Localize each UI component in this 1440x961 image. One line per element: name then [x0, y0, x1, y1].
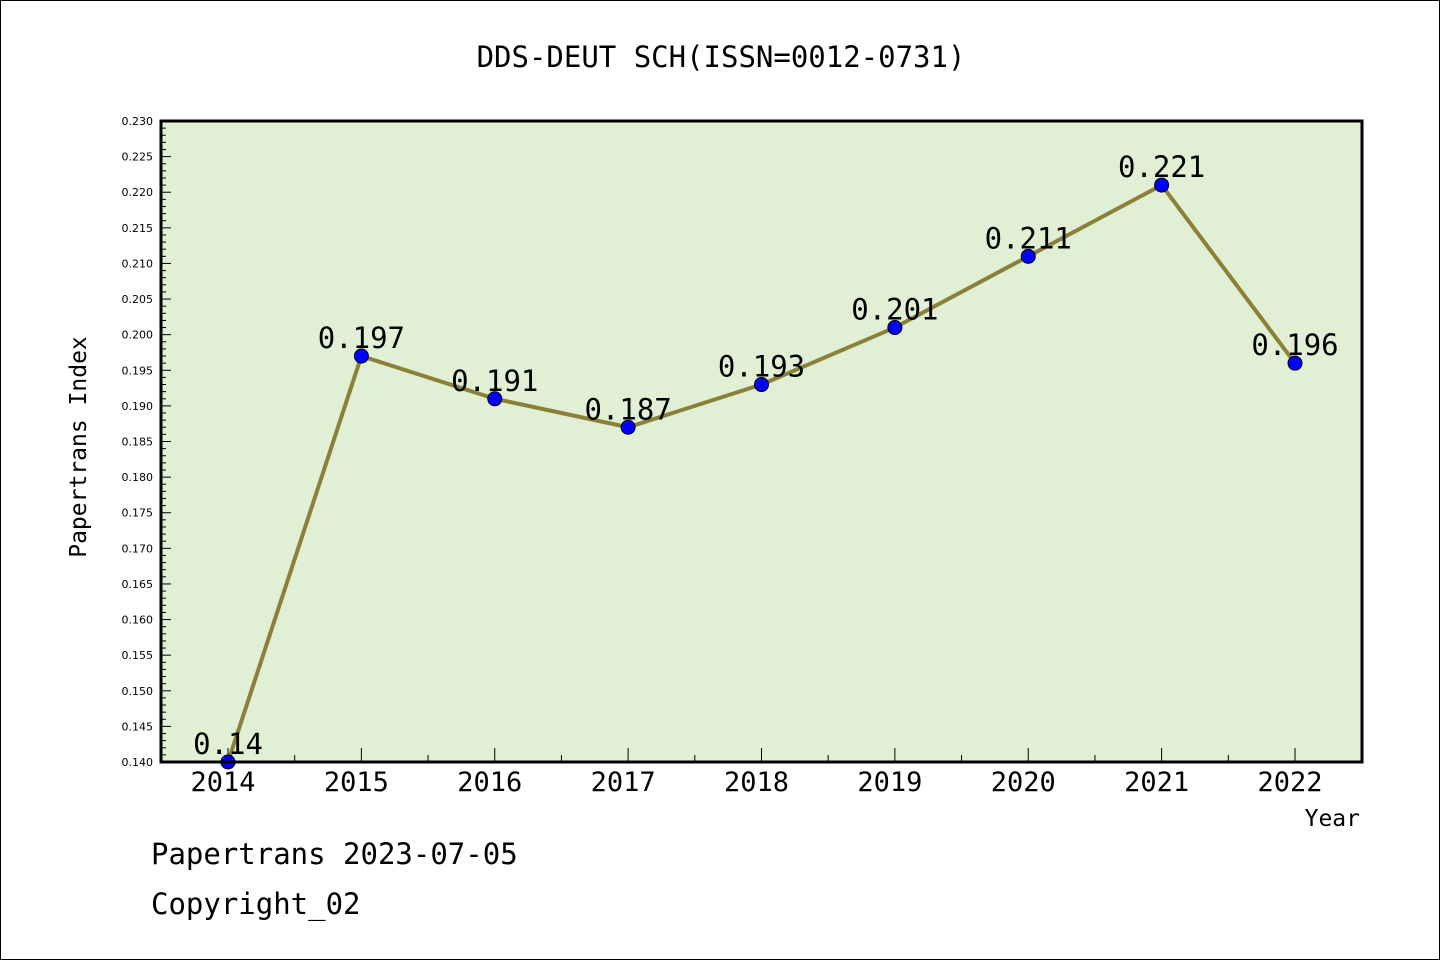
- data-label: 0.197: [318, 321, 405, 355]
- y-tick-label: 0.205: [122, 293, 154, 306]
- plot-border: [159, 119, 1364, 764]
- data-labels: 0.14 0.197 0.191 0.187 0.193 0.201 0.211 0.221 0…: [193, 150, 1339, 761]
- y-tick-label: 0.165: [122, 578, 154, 591]
- y-tick-label: 0.190: [122, 400, 154, 413]
- y-tick-label: 0.170: [122, 542, 154, 555]
- x-tick-label: 2018: [724, 767, 789, 798]
- y-axis-label: Papertrans Index: [66, 336, 92, 558]
- data-label: 0.201: [851, 293, 938, 327]
- x-tick-label: 2016: [457, 767, 522, 798]
- y-tick-label: 0.175: [122, 507, 154, 520]
- y-tick-label: 0.180: [122, 471, 154, 484]
- data-label: 0.14: [193, 727, 263, 761]
- data-point: [353, 348, 369, 364]
- x-tick-label: 2022: [1257, 767, 1322, 798]
- plot-area: [161, 121, 1362, 762]
- x-tick-label: 2015: [324, 767, 389, 798]
- data-label: 0.196: [1251, 328, 1338, 362]
- y-tick-label: 0.150: [122, 685, 154, 698]
- y-tick-label: 0.200: [122, 329, 154, 342]
- y-tick-label: 0.140: [122, 756, 154, 769]
- y-tick-label: 0.145: [122, 720, 154, 733]
- y-axis: 0.140 0.145 0.150 0.155 0.160 0.165 0.170 0.175…: [122, 115, 171, 769]
- data-label: 0.193: [718, 350, 805, 384]
- x-tick-label: 2020: [991, 767, 1056, 798]
- data-label: 0.211: [985, 221, 1072, 255]
- y-tick-label: 0.210: [122, 257, 154, 270]
- footer-copyright-text: Copyright_02: [151, 887, 361, 921]
- x-axis: 2014 2015 2016 2017 2018 2019 2020 2021 2022: [160, 748, 1363, 798]
- data-series: [220, 177, 1303, 770]
- footer-date-text: Papertrans 2023-07-05: [151, 837, 518, 871]
- data-point: [487, 391, 503, 407]
- data-point: [620, 419, 636, 435]
- y-tick-label: 0.215: [122, 222, 154, 235]
- x-tick-label: 2021: [1124, 767, 1189, 798]
- data-label: 0.191: [451, 364, 538, 398]
- chart-title: DDS-DEUT SCH(ISSN=0012-0731): [477, 40, 966, 74]
- y-tick-label: 0.155: [122, 649, 154, 662]
- y-tick-label: 0.185: [122, 436, 154, 449]
- data-label: 0.221: [1118, 150, 1205, 184]
- x-tick-label: 2019: [857, 767, 922, 798]
- y-tick-label: 0.230: [122, 115, 154, 128]
- x-tick-label: 2017: [591, 767, 656, 798]
- y-tick-label: 0.220: [122, 186, 154, 199]
- data-point: [1154, 177, 1170, 193]
- data-label: 0.187: [584, 392, 671, 426]
- data-point: [1020, 248, 1036, 264]
- y-tick-label: 0.160: [122, 614, 154, 627]
- x-axis-label: Year: [1305, 806, 1360, 832]
- data-point: [754, 377, 769, 393]
- data-point: [1287, 355, 1303, 371]
- x-tick-label: 2014: [190, 767, 255, 798]
- y-tick-label: 0.195: [122, 364, 154, 377]
- y-tick-label: 0.225: [122, 151, 154, 164]
- data-point: [887, 320, 903, 336]
